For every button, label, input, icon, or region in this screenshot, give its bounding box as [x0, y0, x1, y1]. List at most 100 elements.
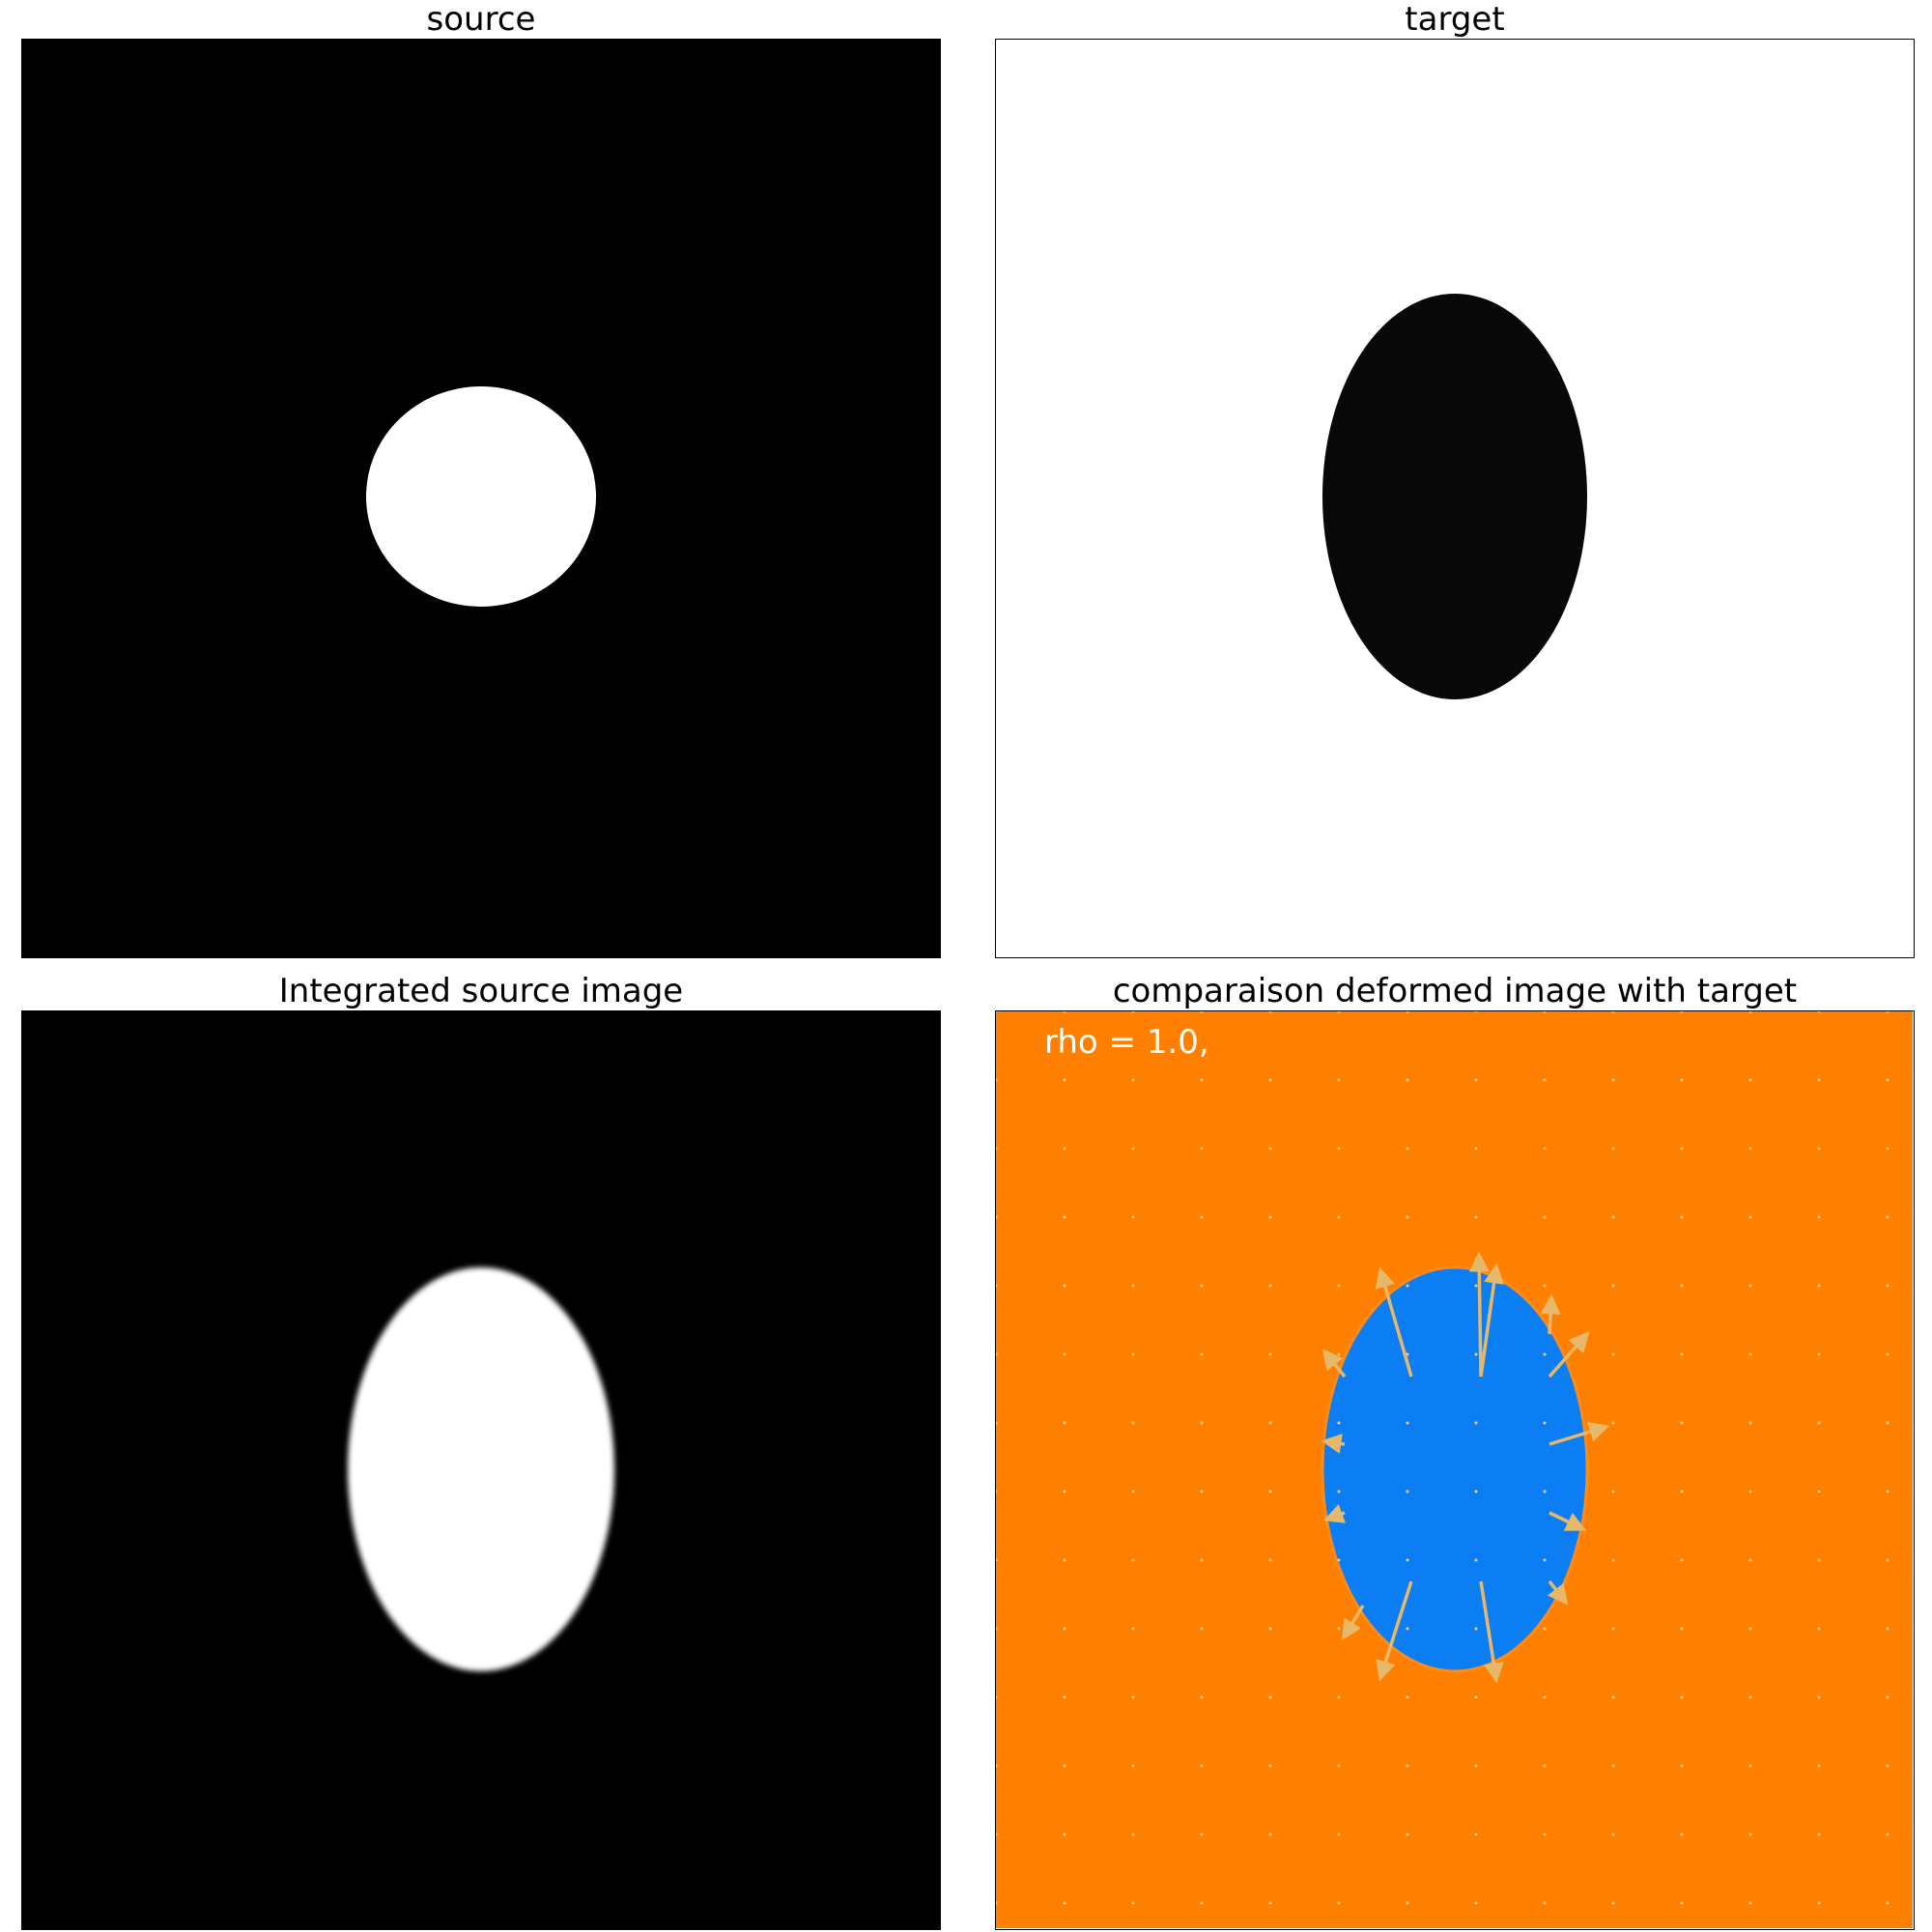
- grid-dot: [1817, 1421, 1821, 1425]
- grid-dot: [1063, 1764, 1066, 1768]
- grid-dot: [1543, 1078, 1547, 1082]
- grid-dot: [1680, 1558, 1684, 1562]
- grid-dot: [1748, 1901, 1752, 1905]
- integrated-ellipse: [348, 1267, 614, 1671]
- grid-dot: [1337, 1490, 1341, 1493]
- grid-dot: [1748, 1421, 1752, 1425]
- grid-dot: [1680, 1284, 1684, 1288]
- grid-dot: [1817, 1011, 1821, 1013]
- grid-dot: [1543, 1284, 1547, 1288]
- grid-dot: [1680, 1352, 1684, 1356]
- grid-dot: [1886, 1011, 1889, 1013]
- deformed-ellipse: [1321, 1265, 1589, 1673]
- grid-dot: [1611, 1695, 1615, 1699]
- grid-dot: [1611, 1078, 1615, 1082]
- vector-arrow: [1540, 1293, 1561, 1335]
- grid-dot: [1131, 1215, 1135, 1219]
- grid-dot: [1680, 1901, 1684, 1905]
- grid-dot: [1131, 1695, 1135, 1699]
- vector-arrow: [1321, 1434, 1346, 1454]
- grid-dot: [1268, 1901, 1272, 1905]
- grid-dot: [1131, 1764, 1135, 1768]
- grid-dot: [1131, 1421, 1135, 1425]
- grid-dot: [1200, 1833, 1204, 1836]
- grid-dot: [1474, 1901, 1478, 1905]
- grid-dot: [1886, 1421, 1889, 1425]
- grid-dot: [1680, 1421, 1684, 1425]
- grid-dot: [1131, 1901, 1135, 1905]
- grid-dot: [1131, 1147, 1135, 1151]
- grid-dot: [1200, 1078, 1204, 1082]
- grid-dot: [1131, 1011, 1135, 1013]
- grid-dot: [1817, 1627, 1821, 1631]
- grid-dot: [1200, 1490, 1204, 1493]
- grid-dot: [1680, 1215, 1684, 1219]
- grid-dot: [1268, 1147, 1272, 1151]
- vector-arrow: [1321, 1349, 1347, 1378]
- grid-dot: [1817, 1695, 1821, 1699]
- grid-dot: [1543, 1558, 1547, 1562]
- grid-dot: [1817, 1215, 1821, 1219]
- grid-dot: [1543, 1352, 1547, 1356]
- vector-arrow: [1479, 1263, 1504, 1378]
- grid-dot: [1543, 1011, 1547, 1013]
- source-image: [21, 39, 941, 958]
- vector-arrow: [1548, 1511, 1587, 1531]
- grid-dot: [1886, 1078, 1889, 1082]
- grid-dot: [1406, 1284, 1409, 1288]
- grid-dot: [1611, 1147, 1615, 1151]
- integrated-panel-title: Integrated source image: [278, 972, 684, 1010]
- target-ellipse: [1322, 294, 1587, 699]
- grid-dot: [996, 1695, 998, 1699]
- grid-dot: [1611, 1558, 1615, 1562]
- comparison-panel-title: comparaison deformed image with target: [1112, 972, 1798, 1010]
- grid-dot: [1268, 1490, 1272, 1493]
- grid-dot: [1817, 1490, 1821, 1493]
- grid-dot: [1886, 1352, 1889, 1356]
- target-image-panel: [995, 39, 1915, 958]
- grid-dot: [1817, 1352, 1821, 1356]
- grid-dot: [1543, 1901, 1547, 1905]
- grid-dot: [1748, 1627, 1752, 1631]
- comparison-image: [996, 1011, 1913, 1928]
- grid-dot: [1063, 1352, 1066, 1356]
- vector-arrow: [1322, 1504, 1347, 1523]
- grid-dot: [1886, 1833, 1889, 1836]
- target-image: [996, 40, 1913, 956]
- grid-dot: [1268, 1215, 1272, 1219]
- grid-dot: [1886, 1901, 1889, 1905]
- grid-dot: [996, 1833, 998, 1836]
- grid-dot: [996, 1558, 998, 1562]
- grid-dot: [1611, 1215, 1615, 1219]
- grid-dot: [1063, 1078, 1066, 1082]
- grid-dot: [1886, 1627, 1889, 1631]
- vector-field-arrows: [1321, 1251, 1610, 1684]
- grid-dot: [1268, 1695, 1272, 1699]
- grid-dot: [1406, 1490, 1409, 1493]
- grid-dot: [1680, 1078, 1684, 1082]
- grid-dot: [1063, 1490, 1066, 1493]
- grid-dot: [1406, 1833, 1409, 1836]
- grid-dot: [1886, 1284, 1889, 1288]
- grid-dot: [1406, 1695, 1409, 1699]
- vector-arrow: [1342, 1605, 1365, 1640]
- grid-dot: [996, 1490, 998, 1493]
- grid-dot: [1680, 1490, 1684, 1493]
- grid-dot: [1748, 1558, 1752, 1562]
- vector-arrow: [1468, 1251, 1490, 1378]
- grid-dot: [1406, 1558, 1409, 1562]
- grid-dot: [996, 1078, 998, 1082]
- grid-dot: [1268, 1627, 1272, 1631]
- grid-dot: [1817, 1833, 1821, 1836]
- grid-dot: [1337, 1352, 1341, 1356]
- grid-dot: [1680, 1764, 1684, 1768]
- grid-dot: [1337, 1695, 1341, 1699]
- grid-dot: [1337, 1011, 1341, 1013]
- grid-dot: [1886, 1764, 1889, 1768]
- grid-dot: [1268, 1558, 1272, 1562]
- grid-dot: [1886, 1215, 1889, 1219]
- vector-arrow: [1376, 1580, 1413, 1682]
- grid-dot: [1817, 1901, 1821, 1905]
- grid-dot: [1200, 1558, 1204, 1562]
- integrated-image-panel: [21, 1010, 941, 1930]
